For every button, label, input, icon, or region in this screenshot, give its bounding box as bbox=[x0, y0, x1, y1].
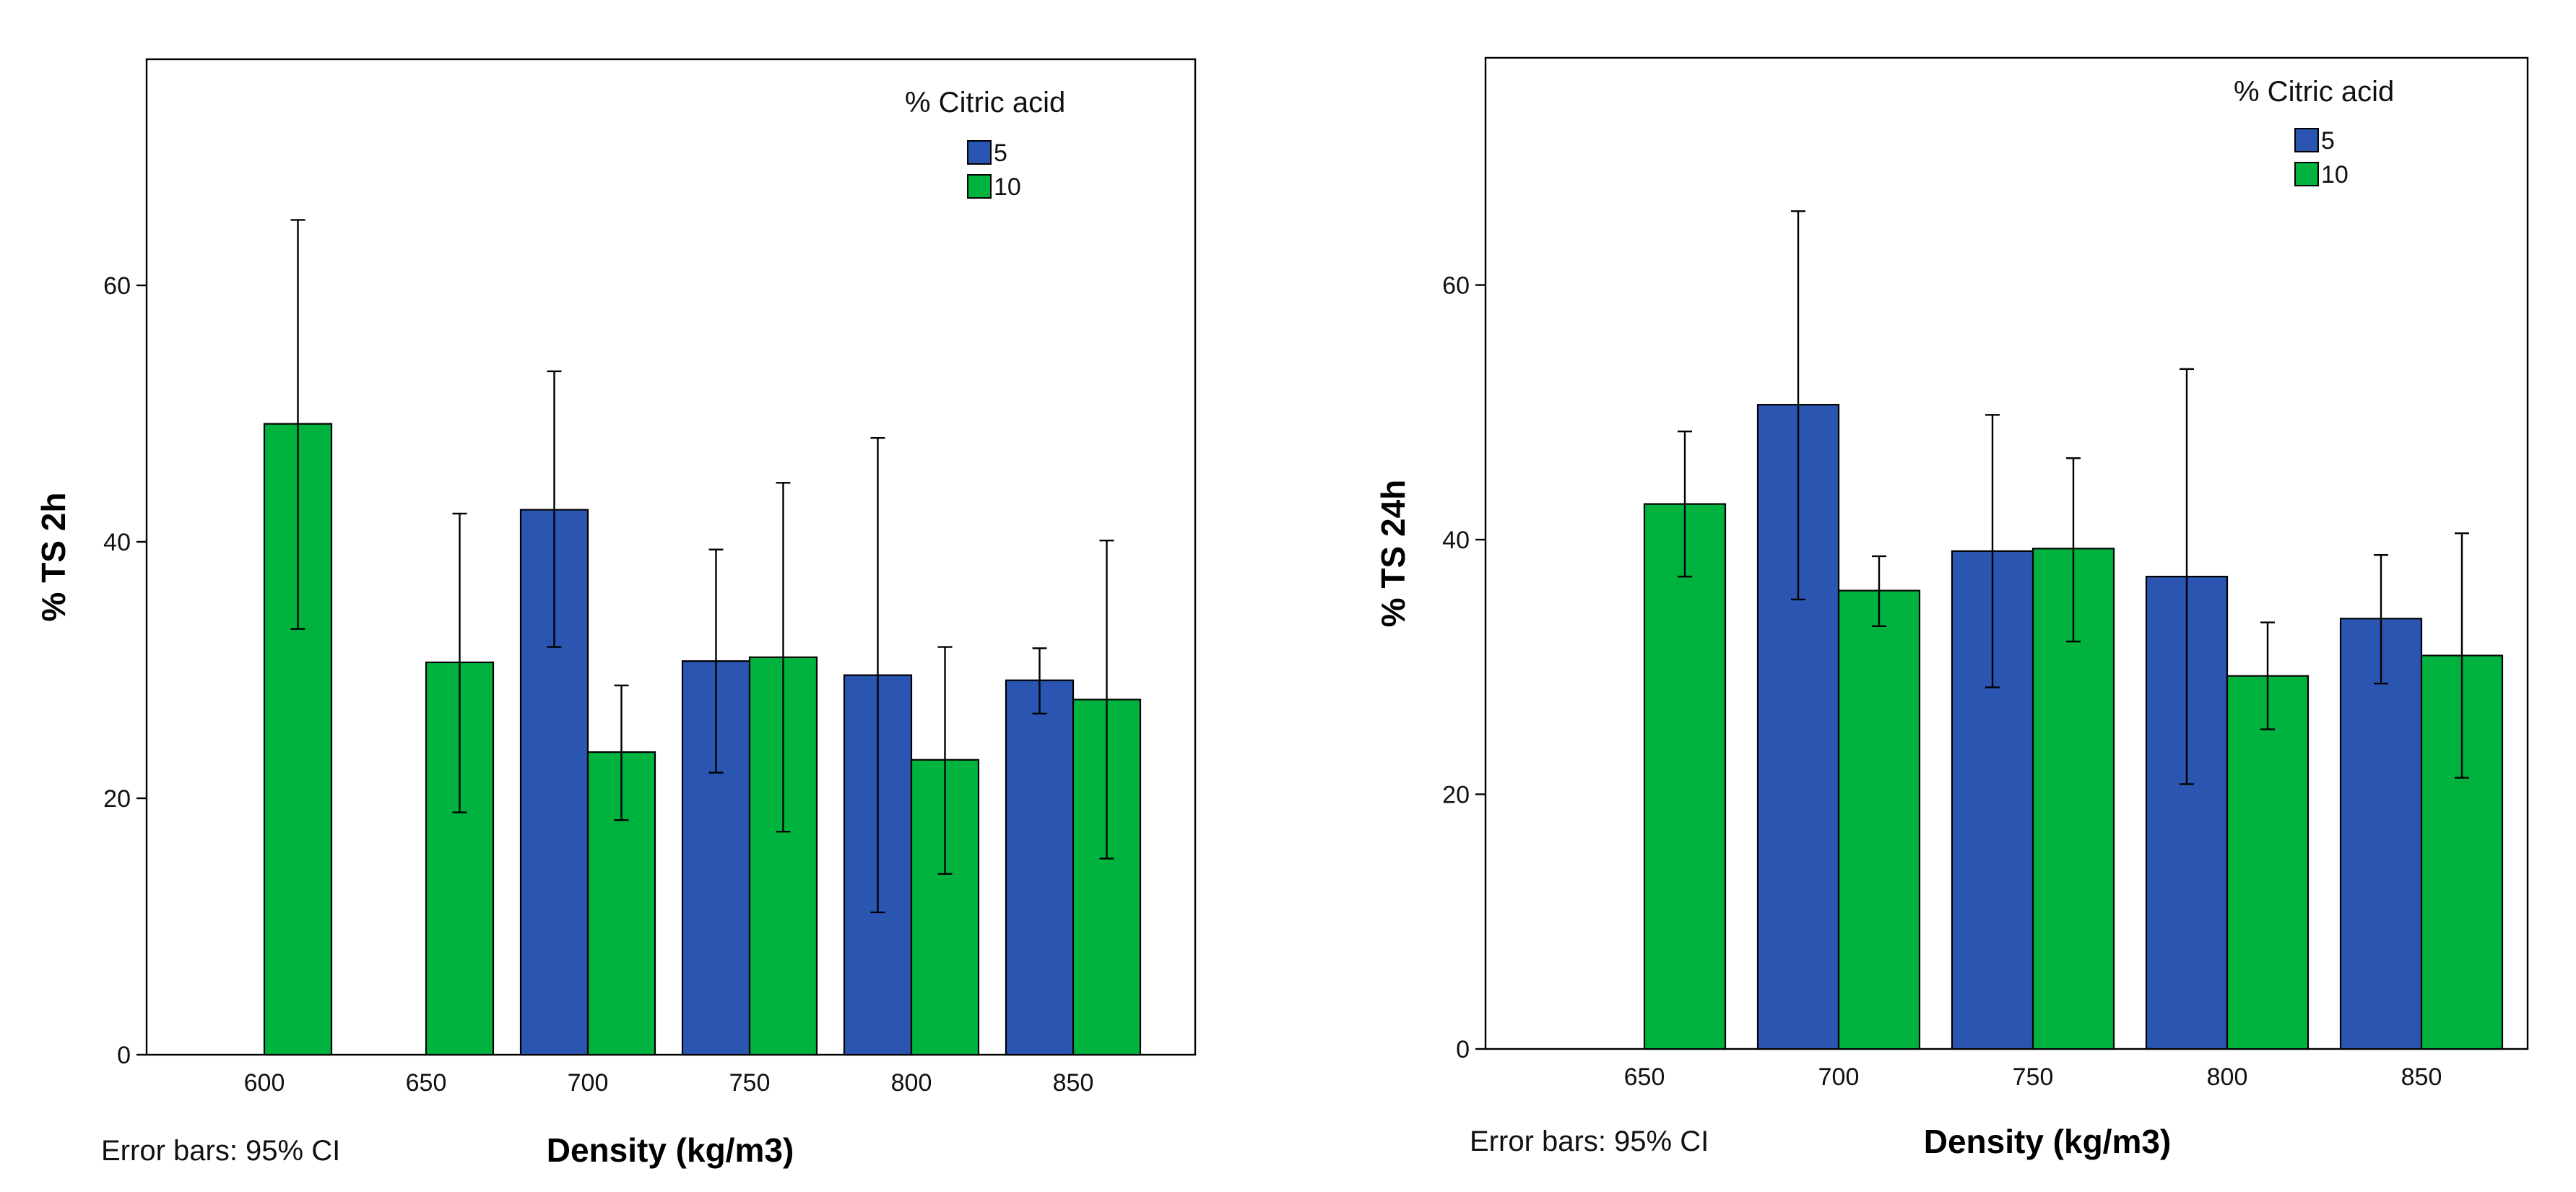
legend-title: % Citric acid bbox=[2234, 76, 2394, 108]
x-axis-label: Density (kg/m3) bbox=[547, 1131, 794, 1169]
x-tick-label: 850 bbox=[2401, 1063, 2442, 1091]
error-bar bbox=[708, 548, 724, 774]
error-bar bbox=[452, 512, 467, 813]
legend-label-5: 5 bbox=[994, 139, 1007, 167]
y-axis-label: % TS 2h bbox=[35, 493, 72, 622]
error-bar bbox=[776, 482, 791, 833]
error-bar bbox=[870, 437, 885, 914]
error-bar bbox=[2066, 457, 2081, 643]
chart-panel-2: 0 20 40 60 % TS 24h Density (kg/m3) Error bars… bbox=[1374, 56, 2529, 1160]
error-bar bbox=[1032, 647, 1047, 715]
x-tick-label: 650 bbox=[406, 1069, 447, 1097]
error-bar bbox=[2260, 621, 2275, 730]
x-tick-label: 650 bbox=[1624, 1063, 1665, 1091]
bar-series-5 bbox=[1005, 679, 1075, 1056]
error-bar bbox=[1791, 210, 1805, 601]
bar-series-10 bbox=[2226, 675, 2310, 1050]
bar-series-5 bbox=[2339, 618, 2423, 1050]
x-tick-label: 800 bbox=[891, 1069, 932, 1097]
y-tick-label: 60 bbox=[1442, 272, 1470, 300]
legend: % Citric acid 5 10 bbox=[2234, 76, 2394, 189]
chart-panel-1: 0 20 40 60 % TS 2h Density (kg/m3) Error bars:… bbox=[35, 58, 1197, 1169]
bar-series-10 bbox=[910, 759, 980, 1056]
legend-label-10: 10 bbox=[2321, 161, 2349, 189]
y-tick-label: 0 bbox=[117, 1042, 131, 1069]
legend-swatch-10 bbox=[967, 174, 992, 199]
legend-swatch-10 bbox=[2294, 162, 2319, 186]
bar-series-10 bbox=[1837, 589, 1921, 1050]
error-bar bbox=[614, 684, 629, 821]
bar-series-5 bbox=[681, 660, 751, 1056]
y-tick-label: 0 bbox=[1456, 1036, 1470, 1063]
error-bar bbox=[290, 219, 305, 630]
legend-title: % Citric acid bbox=[905, 87, 1065, 118]
error-bar bbox=[547, 370, 562, 648]
x-tick-label: 750 bbox=[2013, 1063, 2054, 1091]
x-tick-label: 750 bbox=[729, 1069, 771, 1097]
x-tick-label: 850 bbox=[1053, 1069, 1094, 1097]
plot-frame bbox=[145, 58, 1197, 1056]
legend-swatch-5 bbox=[2294, 128, 2319, 152]
y-tick-label: 20 bbox=[1442, 782, 1470, 809]
legend-label-5: 5 bbox=[2321, 127, 2335, 155]
error-bar-note: Error bars: 95% CI bbox=[1470, 1126, 1709, 1157]
x-tick-label: 700 bbox=[1818, 1063, 1860, 1091]
error-bar bbox=[1678, 430, 1692, 578]
legend: % Citric acid 5 10 bbox=[905, 87, 1065, 201]
error-bar bbox=[2374, 553, 2388, 685]
error-bar bbox=[1872, 555, 1886, 628]
legend-swatch-5 bbox=[967, 140, 992, 165]
y-tick-label: 40 bbox=[1442, 527, 1470, 554]
bar-series-10 bbox=[1643, 503, 1727, 1050]
error-bar bbox=[2180, 368, 2194, 785]
x-tick-label: 600 bbox=[244, 1069, 285, 1097]
x-tick-label: 800 bbox=[2207, 1063, 2248, 1091]
y-axis-label: % TS 24h bbox=[1374, 480, 1412, 628]
y-tick-label: 60 bbox=[103, 272, 131, 300]
y-tick-label: 20 bbox=[103, 785, 131, 813]
x-tick-label: 700 bbox=[568, 1069, 609, 1097]
error-bar-note: Error bars: 95% CI bbox=[101, 1135, 340, 1167]
error-bar bbox=[1985, 414, 2000, 688]
error-bar bbox=[937, 646, 953, 875]
error-bar bbox=[2455, 532, 2469, 779]
legend-label-10: 10 bbox=[994, 173, 1021, 201]
x-axis-label: Density (kg/m3) bbox=[1924, 1123, 2172, 1160]
y-tick-label: 40 bbox=[103, 529, 131, 556]
error-bar bbox=[1099, 540, 1114, 860]
